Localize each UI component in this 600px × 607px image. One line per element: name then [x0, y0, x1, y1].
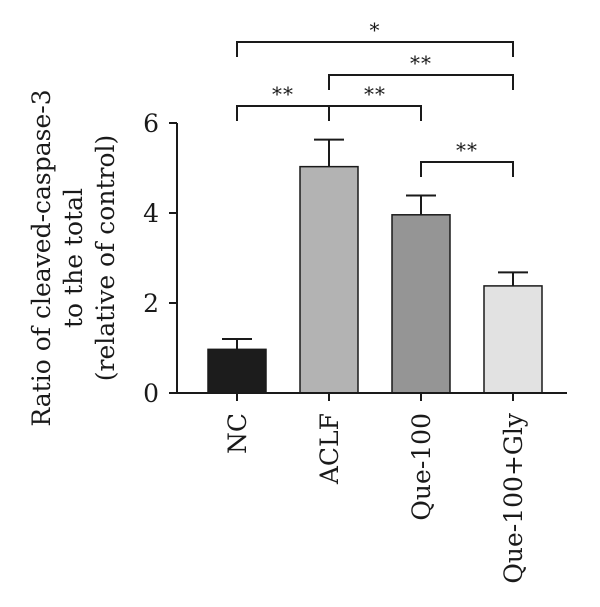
y-tick-label: 0 — [143, 379, 159, 408]
x-tick-label: ACLF — [315, 413, 344, 485]
y-axis-label-line-3: (relative of control) — [91, 135, 120, 382]
significance-label: * — [370, 18, 381, 42]
significance-label: ** — [456, 138, 478, 162]
y-tick-label: 2 — [143, 289, 159, 318]
y-tick-label: 6 — [143, 109, 159, 138]
error-bars — [222, 138, 528, 350]
axes — [176, 123, 567, 394]
x-tick-label: Que-100 — [407, 413, 436, 521]
bar — [299, 165, 359, 394]
bar — [483, 285, 543, 394]
y-tick-label: 4 — [143, 199, 159, 228]
significance-brackets: ***** **** — [236, 18, 514, 177]
significance-label: ** — [364, 82, 386, 106]
y-axis-label-line-1: Ratio of cleaved-caspase-3 — [27, 89, 56, 426]
significance-bracket — [328, 74, 514, 90]
significance-label: ** — [410, 51, 432, 75]
significance-bracket — [328, 105, 422, 121]
significance-bracket — [236, 41, 514, 57]
bar — [391, 214, 451, 394]
x-tick-label: NC — [223, 413, 252, 454]
y-axis-label-line-2: to the total — [59, 188, 88, 328]
y-axis-label: Ratio of cleaved-caspase-3 to the total … — [27, 89, 120, 426]
x-tick-label: Que-100+Gly — [499, 412, 528, 583]
x-axis-ticks: NC ACLF Que-100 Que-100+Gly — [223, 393, 528, 584]
significance-bracket — [420, 161, 514, 177]
significance-bracket — [236, 105, 330, 121]
significance-label: ** — [272, 82, 294, 106]
bars — [207, 165, 543, 394]
y-axis-ticks: 0 2 4 6 — [143, 109, 177, 408]
bar — [207, 348, 267, 394]
